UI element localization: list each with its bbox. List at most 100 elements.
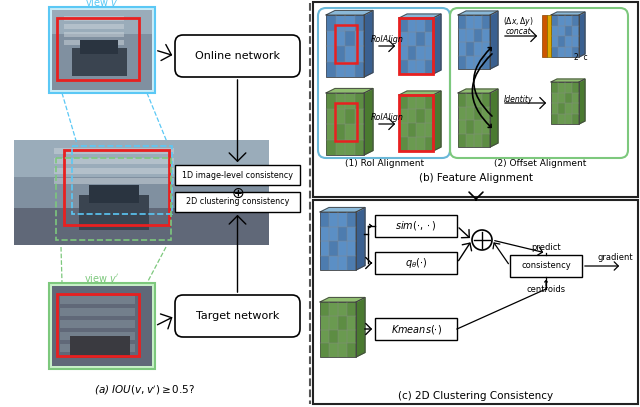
Text: gradient: gradient (597, 252, 633, 262)
Bar (54, 158, 174, 164)
Text: concat: concat (505, 26, 531, 35)
Bar (72, 146, 172, 214)
Bar (313, 200, 638, 404)
Polygon shape (364, 88, 373, 155)
Polygon shape (458, 11, 498, 15)
Bar (474, 28, 482, 42)
Text: Online network: Online network (195, 51, 280, 61)
Polygon shape (399, 14, 441, 18)
Bar (347, 343, 356, 357)
Bar (60, 296, 135, 304)
Bar (482, 15, 490, 28)
Polygon shape (326, 88, 373, 93)
Bar (572, 46, 579, 57)
Polygon shape (490, 11, 498, 69)
Bar (572, 15, 579, 26)
Text: $(\Delta x, \Delta y)$: $(\Delta x, \Delta y)$ (502, 15, 533, 28)
Bar (399, 137, 408, 151)
Bar (338, 227, 347, 241)
Bar (558, 103, 565, 114)
Polygon shape (490, 89, 498, 147)
Polygon shape (364, 11, 373, 77)
Polygon shape (320, 298, 365, 302)
Bar (335, 46, 345, 61)
Text: $q_{\theta}(\cdot)$: $q_{\theta}(\cdot)$ (404, 256, 428, 270)
Bar (551, 82, 558, 92)
Bar (54, 148, 174, 154)
Bar (320, 256, 329, 270)
Bar (458, 55, 466, 69)
Bar (345, 31, 355, 46)
Bar (80, 40, 118, 54)
Bar (60, 320, 135, 328)
Polygon shape (579, 79, 585, 124)
Polygon shape (399, 91, 441, 95)
Bar (49, 7, 155, 93)
Bar (399, 95, 433, 151)
Polygon shape (326, 11, 373, 15)
Text: (c) 2D Clustering Consistency: (c) 2D Clustering Consistency (399, 391, 554, 401)
Polygon shape (433, 91, 441, 151)
Bar (338, 316, 347, 330)
Bar (399, 18, 433, 74)
Bar (320, 343, 329, 357)
Bar (335, 103, 357, 141)
Bar (52, 10, 152, 90)
Bar (551, 15, 558, 26)
Bar (320, 302, 356, 357)
Bar (458, 93, 466, 107)
Text: Target network: Target network (196, 311, 279, 321)
Bar (64, 150, 169, 225)
Bar (399, 18, 408, 32)
Bar (458, 15, 490, 69)
Bar (320, 212, 356, 270)
Bar (424, 18, 433, 32)
Bar (54, 178, 174, 184)
Bar (320, 302, 329, 316)
Bar (399, 18, 433, 74)
FancyBboxPatch shape (175, 295, 300, 337)
Bar (64, 24, 124, 29)
Polygon shape (551, 12, 585, 15)
Bar (60, 344, 135, 352)
Text: (a) $IOU(v, v^{\prime}) \geq 0.5?$: (a) $IOU(v, v^{\prime}) \geq 0.5?$ (95, 383, 196, 397)
Bar (345, 109, 355, 124)
Bar (399, 60, 408, 74)
Bar (326, 93, 364, 155)
Bar (355, 15, 364, 31)
Bar (547, 15, 551, 57)
Text: 2  c: 2 c (574, 53, 588, 63)
Polygon shape (320, 208, 365, 212)
Bar (326, 93, 335, 109)
Bar (466, 42, 474, 55)
Bar (565, 92, 572, 103)
Text: consistency: consistency (521, 262, 571, 271)
Bar (458, 93, 490, 147)
Bar (375, 318, 457, 340)
Text: view $v'$: view $v'$ (84, 272, 120, 284)
Bar (424, 95, 433, 109)
Bar (326, 61, 335, 77)
Polygon shape (551, 79, 585, 82)
Polygon shape (579, 12, 585, 57)
Text: ⊕: ⊕ (231, 186, 244, 201)
Bar (57, 18, 139, 80)
Bar (572, 82, 579, 92)
Text: view $v$: view $v$ (85, 0, 119, 8)
Bar (89, 185, 139, 203)
Bar (355, 140, 364, 155)
Bar (64, 16, 124, 21)
Bar (64, 40, 124, 45)
Bar (482, 133, 490, 147)
Text: $sim(\cdot, \cdot)$: $sim(\cdot, \cdot)$ (396, 219, 436, 232)
Bar (52, 286, 152, 366)
Polygon shape (356, 208, 365, 270)
Bar (408, 123, 416, 137)
Bar (424, 60, 433, 74)
Bar (551, 46, 558, 57)
Bar (60, 308, 135, 316)
Bar (424, 137, 433, 151)
Text: predict: predict (531, 243, 561, 252)
Text: (b) Feature Alignment: (b) Feature Alignment (419, 173, 533, 183)
Bar (416, 32, 424, 46)
